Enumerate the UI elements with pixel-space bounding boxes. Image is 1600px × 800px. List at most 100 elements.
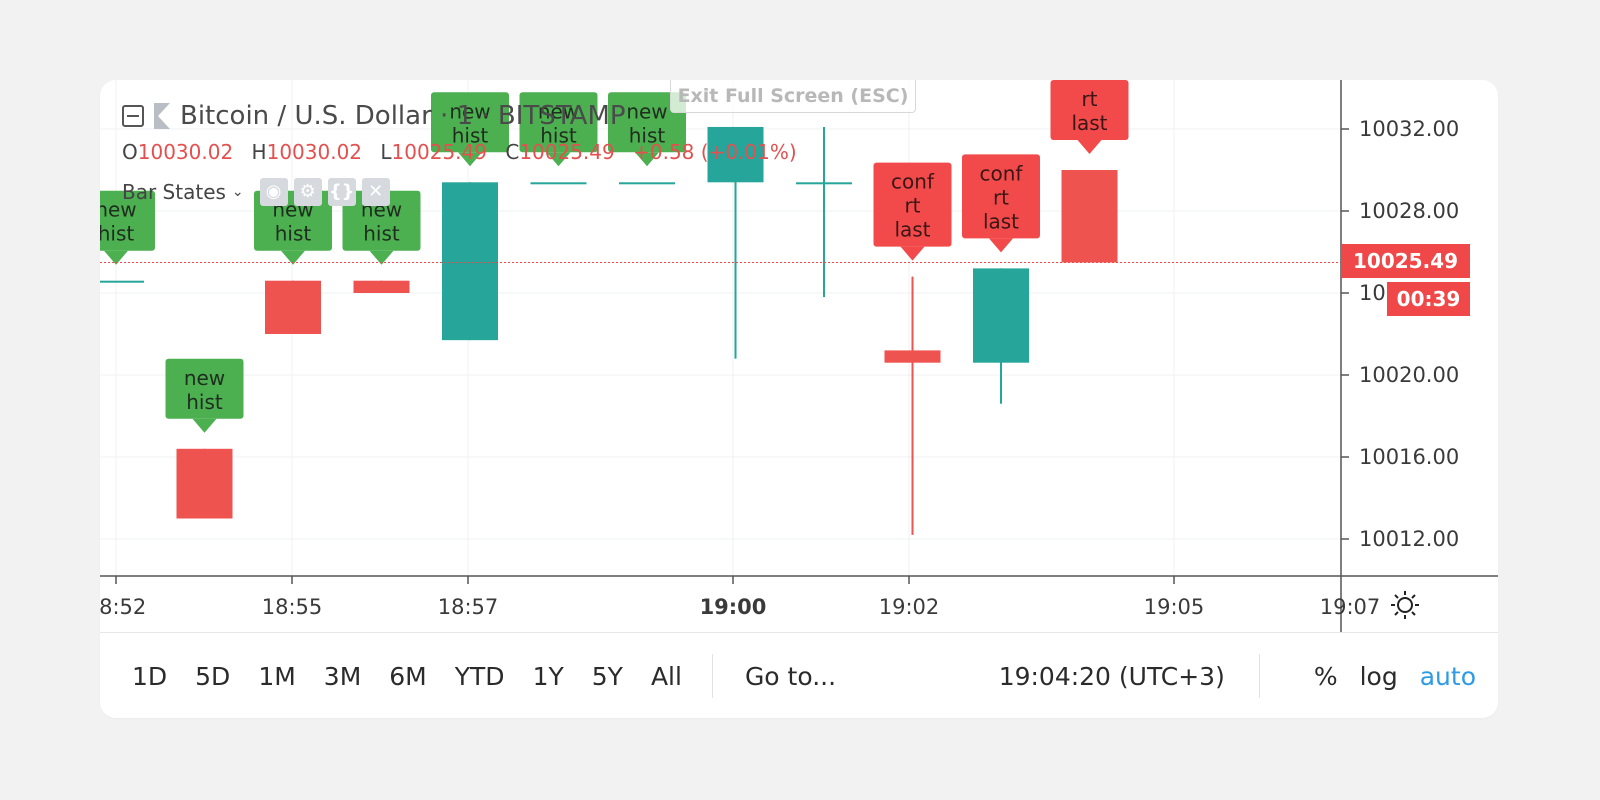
price-tick-label: 10016.00 <box>1359 445 1459 469</box>
marker-label: new <box>626 99 667 123</box>
time-tick-label: 19:00 <box>700 595 767 619</box>
percent-scale-button[interactable]: % <box>1313 661 1338 691</box>
candle <box>796 126 852 298</box>
candle-body <box>796 182 852 185</box>
candle <box>176 448 233 519</box>
marker-label: hist <box>629 123 666 147</box>
price-tick-label: 10028.00 <box>1359 199 1459 223</box>
marker-box <box>608 92 686 153</box>
price-tick-label: 10020.00 <box>1359 363 1459 387</box>
time-tick-label: 19:07 <box>1320 595 1381 619</box>
marker-label: rt <box>993 185 1009 209</box>
change-value: +0.58 (+0.01%) <box>633 140 797 164</box>
candle-body <box>265 280 321 334</box>
symbol-title[interactable]: Bitcoin / U.S. Dollar · 1 · BITSTAMP <box>180 101 626 131</box>
last-price-badge: 10025.49 <box>1341 244 1470 278</box>
flag-icon[interactable] <box>154 103 170 129</box>
marker-label: hist <box>540 123 577 147</box>
high-label: H <box>251 140 267 164</box>
range-button-1d[interactable]: 1D <box>132 661 168 691</box>
candle-body <box>176 448 233 519</box>
chart-canvas[interactable]: newhistnewhistnewhistnewhistnewhistnewhi… <box>100 80 1498 632</box>
exit-fullscreen-button[interactable]: Exit Full Screen (ESC) <box>670 80 916 113</box>
marker-pointer <box>900 246 925 261</box>
range-button-ytd[interactable]: YTD <box>454 661 505 691</box>
marker-label: hist <box>100 222 134 246</box>
close-icon[interactable]: ✕ <box>361 178 390 206</box>
range-button-1y[interactable]: 1Y <box>532 661 564 691</box>
range-button-5d[interactable]: 5D <box>195 661 231 691</box>
auto-scale-button[interactable]: auto <box>1419 661 1476 691</box>
collapse-legend-icon[interactable] <box>122 105 144 127</box>
candle <box>530 182 587 185</box>
high-value: 10030.02 <box>266 140 363 164</box>
price-tick-label: 10012.00 <box>1359 527 1459 551</box>
range-buttons: 1D 5D 1M 3M 6M YTD 1Y 5Y All <box>100 662 710 691</box>
range-button-1m[interactable]: 1M <box>258 661 296 691</box>
marker-box <box>873 162 952 247</box>
marker-box <box>431 92 509 153</box>
log-scale-button[interactable]: log <box>1359 661 1398 691</box>
marker-label: last <box>983 209 1019 233</box>
sun-settings-icon[interactable] <box>1390 590 1420 620</box>
candle-body <box>530 182 587 185</box>
low-value: 10025.49 <box>391 140 487 164</box>
time-tick-label: 19:05 <box>1144 595 1205 619</box>
candle <box>353 280 410 293</box>
range-button-6m[interactable]: 6M <box>389 661 427 691</box>
candles <box>100 126 1118 535</box>
marker-label: last <box>894 218 930 242</box>
candle <box>100 280 144 283</box>
study-legend: Bar States ⌄ ◉ ⚙ {} ✕ <box>122 178 809 206</box>
marker-label: rt <box>904 194 920 218</box>
ohlc-values: O10030.02 H10030.02 L10025.49 C10025.49 … <box>122 140 809 164</box>
candle <box>973 268 1029 404</box>
marker-pointer <box>635 152 659 167</box>
marker-label: new <box>538 99 579 123</box>
range-button-all[interactable]: All <box>650 661 682 691</box>
time-axis: 18:52 18:55 18:57 19:00 19:02 19:05 19:07 <box>100 576 1380 619</box>
marker-pointer <box>369 250 394 265</box>
candle-body <box>707 126 764 183</box>
candle-body <box>884 350 941 363</box>
marker-label: hist <box>363 222 400 246</box>
marker-label: conf <box>980 161 1024 185</box>
eye-icon[interactable]: ◉ <box>259 178 288 206</box>
study-name[interactable]: Bar States <box>122 180 226 204</box>
marker-pointer <box>192 418 217 433</box>
marker-box <box>100 190 155 251</box>
clock[interactable]: 19:04:20 (UTC+3) <box>998 661 1225 691</box>
source-code-icon[interactable]: {} <box>327 178 356 206</box>
gear-icon[interactable]: ⚙ <box>293 178 322 206</box>
marker-box <box>342 190 421 251</box>
candle-body <box>973 268 1029 363</box>
chart-widget: new hist new hist new hist new hist new hist new hi… <box>100 80 1498 718</box>
candle <box>619 182 675 185</box>
range-button-3m[interactable]: 3M <box>323 661 362 691</box>
close-label: C <box>505 140 520 164</box>
candle-body <box>100 280 144 283</box>
marker-label: new <box>100 198 137 222</box>
candle-body <box>442 182 498 341</box>
marker-label: hist <box>452 123 489 147</box>
marker-label: conf <box>891 170 935 194</box>
range-button-5y[interactable]: 5Y <box>591 661 623 691</box>
candle <box>265 280 321 334</box>
bar-countdown-badge: 00:39 <box>1387 282 1470 316</box>
marker-pointer <box>546 152 571 167</box>
marker-label: new <box>449 99 490 123</box>
candle-body <box>353 280 410 293</box>
chevron-down-icon[interactable]: ⌄ <box>231 184 244 200</box>
marker-pointer <box>281 250 305 265</box>
legend: Bitcoin / U.S. Dollar · 1 · BITSTAMP O10… <box>122 98 809 206</box>
marker-label: new <box>184 366 225 390</box>
goto-button[interactable]: Go to... <box>744 661 837 691</box>
time-tick-label: 18:52 <box>100 595 146 619</box>
candle <box>1061 170 1118 263</box>
marker-box <box>1050 80 1129 140</box>
marker-label: hist <box>275 222 312 246</box>
